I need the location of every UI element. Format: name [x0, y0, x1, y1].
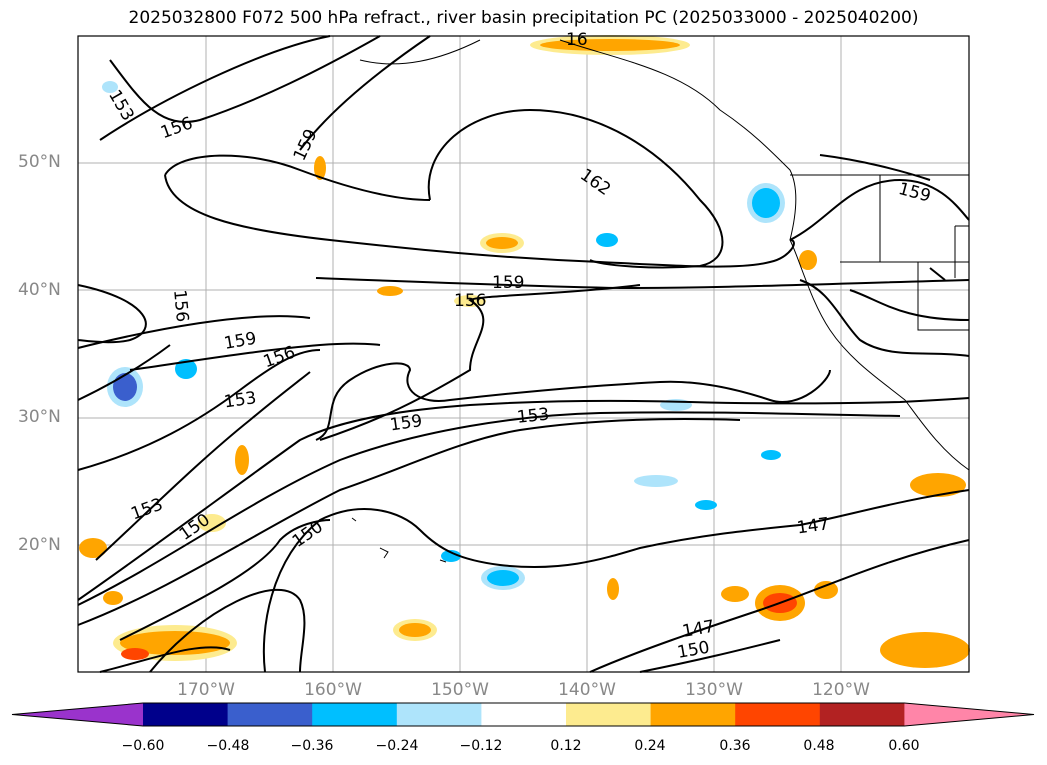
height-contours	[77, 35, 970, 673]
contour-label: 159	[223, 329, 258, 354]
contour-label: 162	[576, 165, 614, 200]
lat-tick-30n: 30°N	[18, 407, 61, 427]
colorbar-tick: 0.48	[803, 738, 835, 754]
lon-tick-160w: 160°W	[304, 680, 362, 700]
colorbar-tick: 0.24	[634, 738, 666, 754]
lon-tick-140w: 140°W	[558, 680, 616, 700]
colorbar-segment	[143, 703, 229, 726]
colorbar-tick: 0.36	[719, 738, 751, 754]
contour-label: 147	[796, 514, 831, 538]
contour-label: 16	[566, 30, 588, 50]
contour-label: 159	[896, 179, 933, 207]
lat-tick-50n: 50°N	[18, 152, 61, 172]
colorbar-segment	[227, 703, 313, 726]
graticule	[78, 36, 969, 672]
contour-label: 153	[128, 495, 165, 525]
colorbar-tick: −0.36	[290, 738, 334, 754]
colorbar-tick: −0.24	[375, 738, 419, 754]
lon-tick-150w: 150°W	[431, 680, 489, 700]
contour-label: 159	[389, 411, 424, 435]
map-frame	[77, 35, 970, 673]
contour-label: 153	[516, 405, 550, 428]
colorbar-segment	[481, 703, 567, 726]
colorbar-tick: −0.60	[121, 738, 165, 754]
colorbar	[11, 702, 1035, 727]
lat-tick-40n: 40°N	[18, 280, 61, 300]
colorbar-outline	[11, 702, 1035, 727]
colorbar-segment	[312, 703, 398, 726]
contour-label: 156	[169, 289, 192, 323]
colorbar-segment	[566, 703, 652, 726]
colorbar-tick: −0.48	[206, 738, 250, 754]
colorbar-tick: 0.12	[550, 738, 582, 754]
colorbar-segment	[735, 703, 821, 726]
lon-tick-120w: 120°W	[812, 680, 870, 700]
map-title: 2025032800 F072 500 hPa refract., river …	[128, 8, 919, 28]
colorbar-segment	[819, 703, 905, 726]
lon-tick-170w: 170°W	[177, 680, 235, 700]
contour-label: 156	[261, 342, 298, 372]
colorbar-tick: −0.12	[459, 738, 503, 754]
colorbar-extend-low	[12, 703, 143, 726]
contour-label: 150	[676, 638, 711, 663]
lon-tick-130w: 130°W	[685, 680, 743, 700]
colorbar-extend-high	[904, 703, 1034, 726]
precip-patches	[79, 35, 970, 668]
lat-tick-20n: 20°N	[18, 535, 61, 555]
colorbar-tick: 0.60	[888, 738, 920, 754]
contour-label-group: 153 156 159 162 159 156 159 159 156 153 …	[104, 30, 933, 663]
colorbar-segment	[396, 703, 482, 726]
contour-label: 159	[492, 273, 524, 293]
contour-label: 153	[223, 388, 258, 412]
contour-label: 147	[681, 617, 716, 642]
contour-label: 156	[454, 291, 486, 311]
colorbar-segment	[650, 703, 736, 726]
